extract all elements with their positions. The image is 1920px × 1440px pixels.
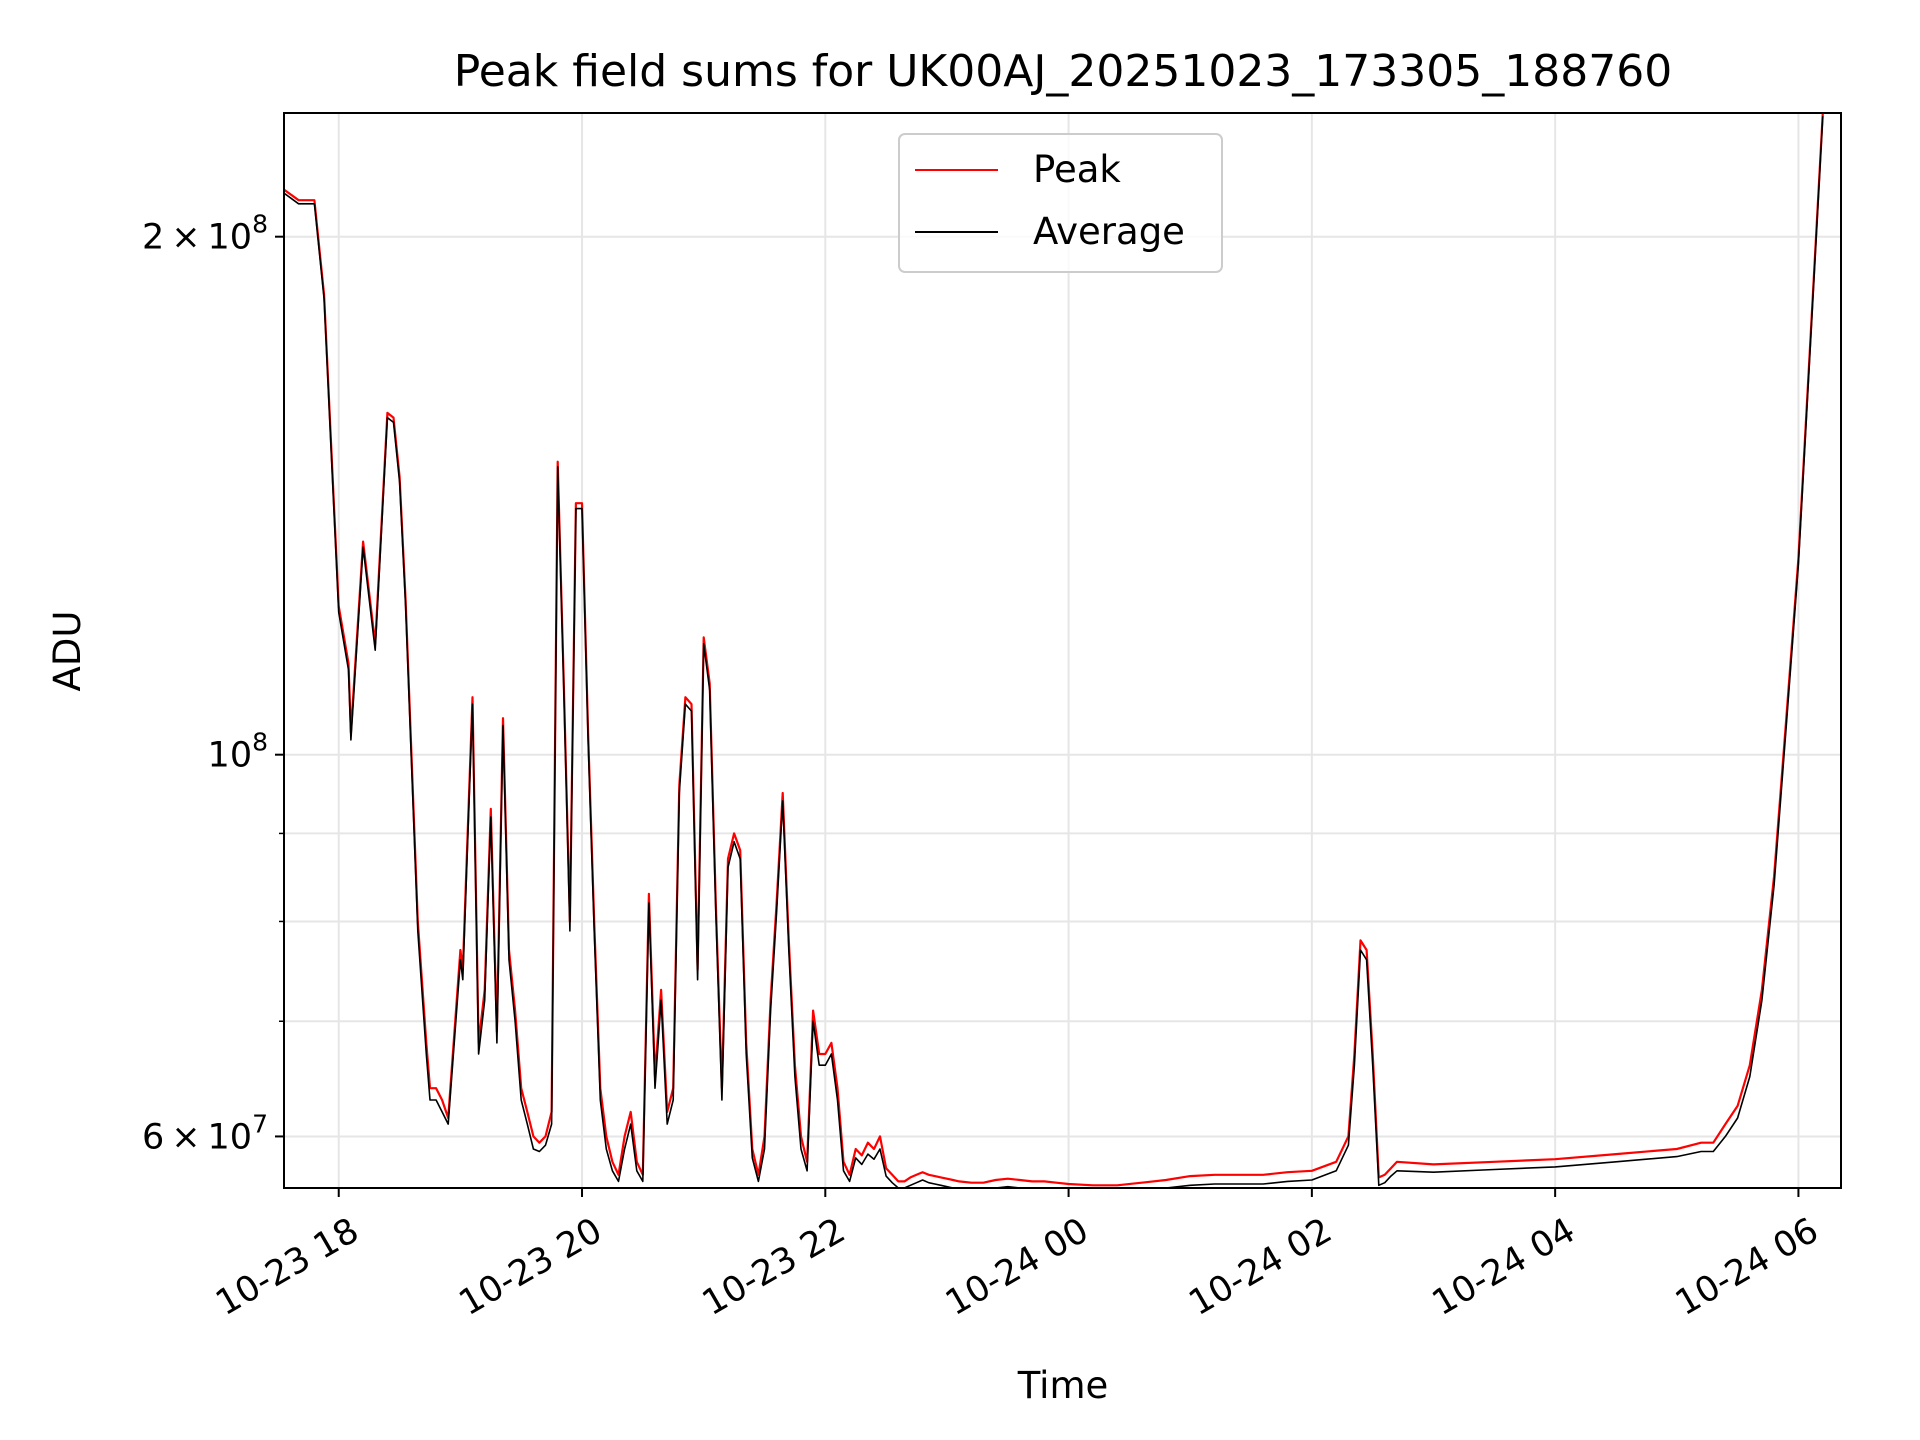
legend: Peak Average	[898, 133, 1223, 273]
y-axis: 6 × 107 108 2 × 108	[142, 210, 284, 1157]
series-line-average	[284, 116, 1824, 1188]
legend-box	[898, 133, 1223, 273]
legend-label-average: Average	[1033, 210, 1185, 253]
chart-title: Peak field sums for UK00AJ_20251023_1733…	[454, 46, 1672, 97]
plot-area	[284, 113, 1841, 1188]
series-lines	[284, 113, 1824, 1188]
y-axis-label: ADU	[46, 611, 89, 692]
x-axis-label: Time	[1017, 1364, 1109, 1407]
grid-lines	[284, 113, 1841, 1188]
legend-label-peak: Peak	[1033, 148, 1121, 191]
y-tick-label: 108	[208, 728, 268, 776]
y-tick-label: 6 × 107	[142, 1109, 268, 1157]
plot-frame	[283, 112, 1842, 1189]
y-tick-label: 2 × 108	[142, 210, 268, 258]
